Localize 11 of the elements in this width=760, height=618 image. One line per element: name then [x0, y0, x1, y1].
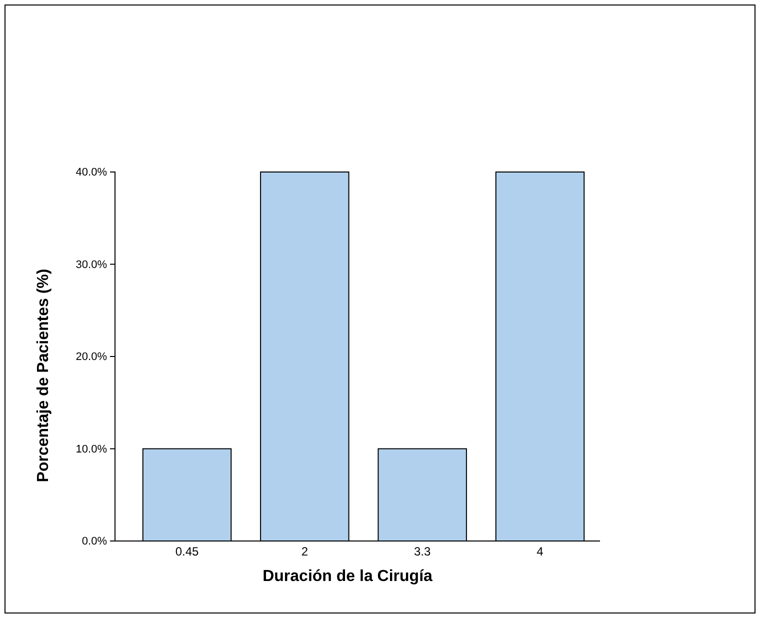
y-axis-title: Porcentaje de Pacientes (%) — [35, 268, 52, 482]
y-tick-label: 40.0% — [76, 166, 108, 179]
x-tick-label: 2 — [301, 544, 308, 559]
x-tick-label: 0.45 — [175, 544, 200, 559]
y-tick-label: 30.0% — [76, 258, 108, 271]
x-tick-label: 4 — [536, 544, 544, 559]
x-axis-title: Duración de la Cirugía — [262, 568, 433, 585]
y-tick-label: 0.0% — [82, 536, 108, 548]
y-tick-label: 20.0% — [76, 351, 108, 364]
x-tick-label: 3.3 — [414, 544, 431, 559]
y-tick-label: 10.0% — [76, 443, 108, 456]
